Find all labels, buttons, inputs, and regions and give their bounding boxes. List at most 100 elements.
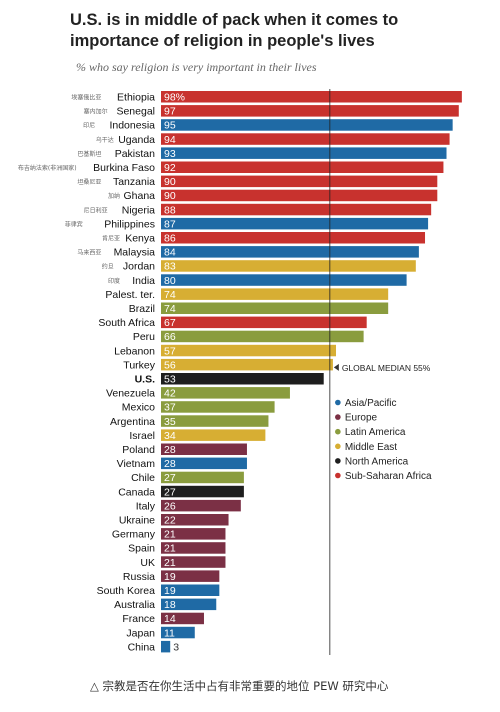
country-label: Spain [128, 543, 155, 555]
bar [161, 274, 407, 286]
country-label: Chile [131, 472, 155, 484]
country-label: Kenya [125, 233, 155, 245]
bar [161, 556, 226, 568]
bar-value-label: 98% [164, 92, 185, 104]
country-label-zh: 乌干达 [96, 136, 114, 144]
country-label-zh: 尼日利亚 [84, 206, 108, 214]
country-label-zh: 布吉纳法索(非洲国家) [18, 164, 77, 172]
bar [161, 260, 416, 272]
country-label: Malaysia [114, 247, 156, 259]
country-label: U.S. [135, 374, 156, 386]
bar-value-label: 57 [164, 345, 176, 357]
bar [161, 316, 367, 329]
bar-value-label: 67 [164, 317, 176, 329]
image-caption: △ 宗教是否在你生活中占有非常重要的地位 PEW 研究中心 [90, 679, 389, 693]
country-label: Italy [136, 500, 156, 512]
bar [161, 499, 241, 512]
country-label: Israel [129, 430, 155, 442]
country-label-zh: 加纳 [108, 192, 120, 200]
bar [161, 189, 438, 202]
country-label: Nigeria [122, 204, 155, 216]
country-label: Poland [122, 444, 155, 456]
bar [161, 302, 389, 314]
bar [161, 344, 336, 357]
median-arrow-icon [333, 363, 339, 371]
bar-value-label: 90 [164, 176, 176, 188]
bar [161, 471, 244, 484]
bar [161, 443, 247, 455]
bar [161, 91, 462, 103]
chart-subtitle: % who say religion is very important in … [76, 60, 317, 74]
country-label-zh: 埃塞俄比亚 [71, 94, 101, 102]
bar [161, 105, 459, 117]
bar [161, 147, 447, 159]
bar-value-label: 90 [164, 190, 176, 202]
country-label: Lebanon [114, 345, 155, 357]
bar-value-label: 53 [164, 374, 176, 386]
country-label: Japan [126, 627, 155, 639]
country-label: Germany [112, 529, 156, 541]
country-label: Pakistan [115, 148, 155, 160]
country-label-zh: 坦桑尼亚 [77, 178, 101, 186]
bar [161, 570, 220, 582]
bar-value-label: 37 [164, 402, 176, 414]
bar [161, 203, 432, 216]
bar-value-label: 35 [164, 416, 176, 428]
country-label: Senegal [116, 106, 155, 118]
country-label-zh: 印度 [108, 277, 120, 285]
bar [161, 514, 229, 526]
bar-value-label: 3 [173, 641, 179, 653]
bar [161, 528, 226, 540]
bar [161, 626, 195, 639]
bar-value-label: 28 [164, 444, 176, 456]
bar [161, 457, 247, 470]
bar-value-label: 21 [164, 543, 176, 555]
bar-value-label: 21 [164, 529, 176, 541]
bar-value-label: 14 [164, 613, 176, 625]
bar [161, 330, 364, 343]
country-label: France [122, 613, 155, 625]
country-label: India [132, 275, 155, 287]
country-label: South Africa [98, 317, 155, 329]
bar [161, 612, 204, 625]
country-label-zh: 塞内加尔 [84, 108, 108, 116]
bar [161, 640, 171, 653]
bar-value-label: 27 [164, 472, 176, 484]
country-label: Vietnam [117, 458, 156, 470]
bar-value-label: 22 [164, 515, 176, 527]
bar [161, 358, 333, 371]
bar-value-label: 19 [164, 585, 176, 597]
legend-label: Asia/Pacific [345, 398, 397, 409]
country-label: Russia [123, 571, 155, 583]
bar-value-label: 66 [164, 331, 176, 343]
bar [161, 429, 266, 441]
country-label: Palest. ter. [105, 289, 155, 301]
country-label: Ghana [123, 190, 155, 202]
median-label: GLOBAL MEDIAN 55% [342, 363, 431, 373]
legend-marker [335, 443, 341, 450]
legend-marker [335, 458, 341, 464]
country-label: Burkina Faso [93, 162, 155, 174]
bar [161, 373, 324, 385]
country-label-zh: 菲律宾 [65, 220, 83, 228]
bar-value-label: 83 [164, 261, 176, 273]
country-label: Philippines [104, 218, 155, 230]
bar-value-label: 56 [164, 359, 176, 371]
bar-value-label: 28 [164, 458, 176, 470]
country-label: Peru [133, 331, 155, 343]
bar-value-label: 42 [164, 388, 176, 400]
legend-marker [335, 414, 341, 420]
bar [161, 232, 426, 244]
bar [161, 542, 226, 554]
bar [161, 485, 244, 498]
country-label: Indonesia [109, 120, 155, 132]
bar-value-label: 94 [164, 134, 176, 146]
bar-value-label: 87 [164, 218, 176, 230]
country-label: Brazil [129, 303, 155, 315]
bar-value-label: 97 [164, 106, 176, 118]
legend-label: Europe [345, 413, 378, 424]
bar [161, 246, 419, 258]
bar-value-label: 74 [164, 289, 176, 301]
bar [161, 598, 217, 611]
